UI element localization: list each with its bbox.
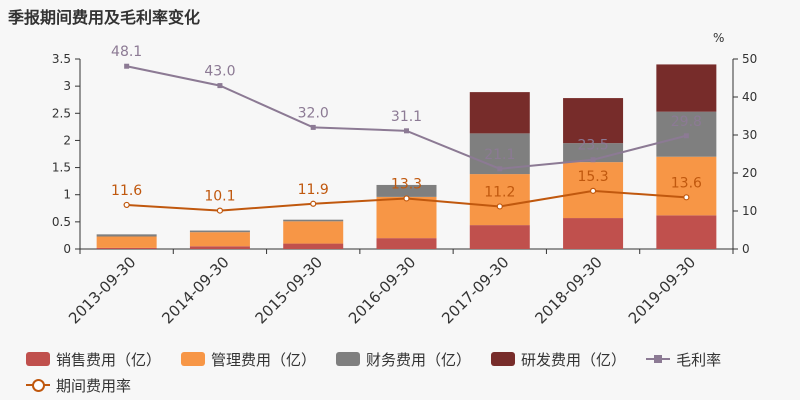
legend-label: 销售费用（亿） — [56, 350, 162, 369]
bar-admin — [96, 236, 157, 248]
point-period — [123, 201, 130, 209]
y-left-tick-label: 0 — [63, 242, 71, 256]
data-label-gross: 21.1 — [484, 147, 515, 163]
point-gross — [310, 124, 316, 130]
x-tick-label: 2013-09-30 — [65, 253, 139, 327]
bar-finance — [283, 219, 344, 222]
point-period — [310, 200, 317, 207]
bar-admin — [189, 232, 250, 247]
y-right-unit: % — [713, 31, 724, 45]
bar-finance — [189, 230, 250, 233]
bar-sales — [376, 238, 437, 249]
legend-item-finance[interactable]: 财务费用（亿） — [336, 346, 471, 372]
data-label-period: 11.9 — [298, 182, 329, 198]
y-left-tick-label: 2.5 — [52, 106, 71, 120]
legend-label: 期间费用率 — [56, 376, 132, 395]
bar-rnd — [469, 92, 530, 134]
data-label-gross: 29.8 — [671, 114, 702, 130]
data-label-gross: 43.0 — [204, 64, 235, 80]
legend-swatch — [336, 352, 361, 366]
y-right-tick-label: 40 — [742, 90, 757, 104]
bar-sales — [283, 243, 344, 249]
point-gross — [404, 128, 409, 134]
data-label-gross: 32.0 — [298, 105, 329, 121]
data-label-gross: 23.5 — [577, 138, 608, 154]
chart-svg: 0 0.5 1 1.5 2 2.5 3 3.5 0 10 20 30 40 50% 2013-09-30 20… — [52, 31, 757, 327]
point-period — [589, 187, 597, 194]
bar-rnd — [563, 98, 624, 144]
legend-swatch — [26, 378, 50, 392]
legend-item-admin[interactable]: 管理费用（亿） — [181, 346, 316, 372]
y-left-tick-label: 2 — [63, 133, 71, 147]
point-period — [216, 207, 224, 214]
legend-item-gross[interactable]: 毛利率 — [646, 346, 721, 372]
bar-finance — [563, 143, 624, 163]
y-left-tick-label: 1.5 — [52, 161, 71, 175]
point-period — [403, 195, 410, 202]
x-tick-label: 2019-09-30 — [625, 253, 699, 327]
y-right-tick-label: 10 — [742, 204, 757, 218]
point-gross — [590, 157, 596, 163]
y-right-tick-label: 20 — [742, 166, 757, 180]
y-right-tick-label: 0 — [742, 242, 750, 256]
data-label-period: 13.3 — [391, 176, 422, 192]
x-tick-label: 2015-09-30 — [252, 253, 326, 327]
bar-rnd — [656, 64, 717, 112]
data-label-period: 13.6 — [671, 175, 702, 191]
bar-admin — [283, 221, 344, 244]
y-left-tick-label: 0.5 — [52, 215, 71, 229]
legend: 销售费用（亿） 管理费用（亿） 财务费用（亿） 研发费用（亿） 毛利率期间费用率 — [26, 346, 796, 398]
bar-finance — [96, 234, 157, 237]
legend-item-rnd[interactable]: 研发费用（亿） — [491, 346, 626, 372]
legend-swatch — [26, 352, 50, 366]
point-gross — [683, 133, 689, 139]
legend-swatch — [491, 352, 516, 366]
x-tick-label: 2016-09-30 — [345, 253, 419, 327]
bar-admin — [376, 196, 437, 239]
legend-swatch — [181, 352, 206, 366]
data-label-gross: 48.1 — [111, 44, 142, 60]
bar-admin — [469, 174, 530, 226]
x-tick-label: 2014-09-30 — [158, 253, 232, 327]
legend-label: 研发费用（亿） — [521, 350, 627, 369]
y-left-tick-label: 1 — [63, 188, 71, 202]
legend-label: 财务费用（亿） — [366, 350, 472, 369]
data-label-period: 11.6 — [111, 183, 142, 199]
data-label-period: 15.3 — [577, 169, 608, 185]
bar-sales — [656, 215, 717, 249]
legend-label: 毛利率 — [676, 350, 722, 369]
legend-item-period[interactable]: 期间费用率 — [26, 372, 131, 398]
x-tick-label: 2018-09-30 — [532, 253, 606, 327]
point-period — [683, 194, 690, 201]
bar-sales — [189, 246, 250, 249]
data-label-period: 11.2 — [484, 184, 515, 200]
bar-finance — [376, 184, 437, 197]
y-left-tick-label: 3.5 — [52, 52, 71, 66]
legend-swatch — [646, 352, 671, 366]
data-label-period: 10.1 — [204, 189, 235, 205]
bar-sales — [563, 218, 624, 249]
legend-item-sales[interactable]: 销售费用（亿） — [26, 346, 161, 372]
bar-admin — [656, 156, 717, 216]
data-label-gross: 31.1 — [391, 109, 422, 125]
bar-sales — [96, 247, 157, 249]
y-right-tick-label: 30 — [742, 128, 757, 142]
legend-label: 管理费用（亿） — [211, 350, 317, 369]
bar-sales — [469, 225, 530, 249]
point-period — [496, 203, 503, 210]
y-left-tick-label: 3 — [63, 79, 71, 93]
x-tick-label: 2017-09-30 — [438, 253, 512, 327]
point-gross — [124, 63, 130, 69]
y-right-tick-label: 50 — [742, 52, 757, 66]
chart-title: 季报期间费用及毛利率变化 — [8, 8, 201, 27]
point-gross — [217, 83, 223, 89]
point-gross — [497, 166, 503, 172]
